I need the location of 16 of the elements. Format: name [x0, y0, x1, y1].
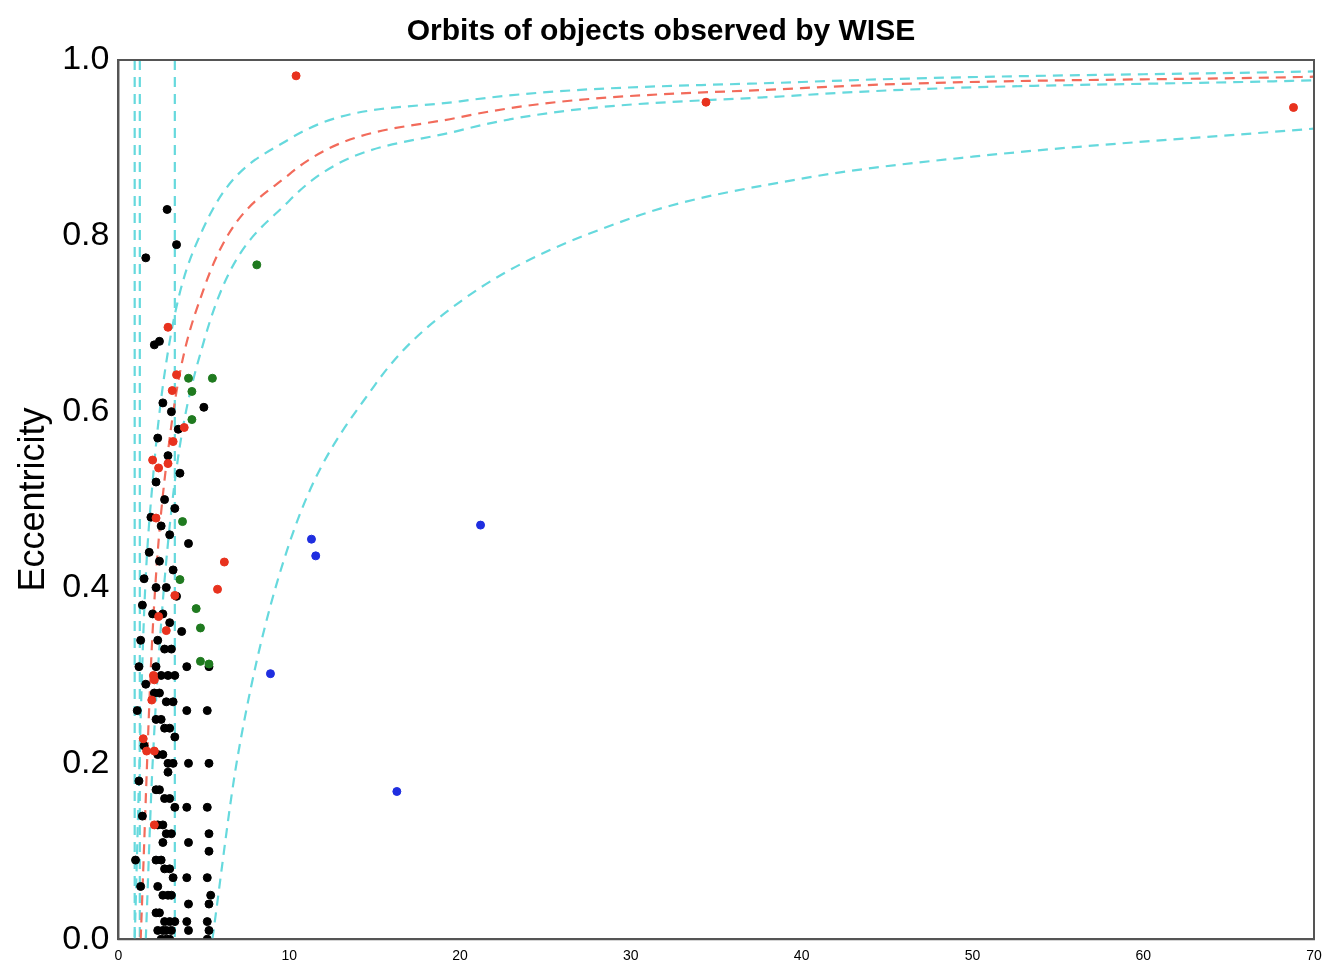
- x-tick-label: 0: [114, 947, 123, 964]
- x-tick-label: 70: [1306, 947, 1322, 964]
- x-tick-label: 30: [623, 947, 639, 964]
- x-tick-label: 60: [1135, 947, 1152, 964]
- y-tick-label: 1.0: [62, 38, 110, 77]
- y-tick-label: 0.6: [62, 390, 110, 429]
- x-tick-label: 10: [281, 947, 298, 964]
- chart-title: Orbits of objects observed by WISE: [406, 13, 916, 47]
- y-axis-title: Eccentricity: [10, 407, 52, 592]
- x-tick-label: 50: [964, 947, 981, 964]
- y-tick-label: 0.4: [62, 565, 110, 604]
- y-tick-label: 0.2: [62, 741, 110, 780]
- y-tick-label: 0.8: [62, 214, 110, 253]
- x-tick-label: 40: [793, 947, 810, 964]
- x-tick-label: 20: [452, 947, 469, 964]
- y-tick-label: 0.0: [62, 917, 110, 956]
